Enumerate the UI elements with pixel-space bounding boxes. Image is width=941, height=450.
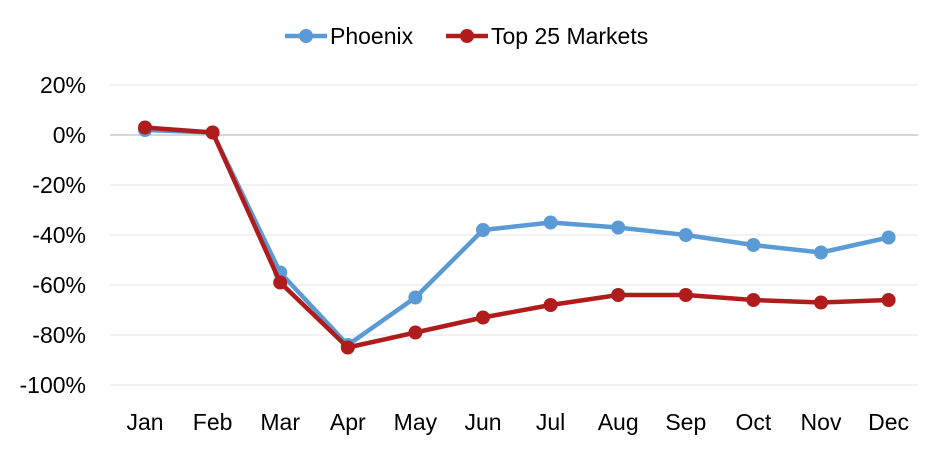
x-tick-label: Jan xyxy=(126,409,163,435)
data-point xyxy=(340,340,355,355)
data-point xyxy=(273,275,288,290)
x-tick-label: Jul xyxy=(536,409,565,435)
x-tick-label: Nov xyxy=(801,409,842,435)
data-point xyxy=(476,223,490,237)
y-tick-label: -20% xyxy=(32,172,86,198)
legend-swatch-marker xyxy=(299,29,313,43)
x-tick-label: Jun xyxy=(464,409,501,435)
data-point xyxy=(543,215,558,230)
legend-item: Phoenix xyxy=(285,23,414,49)
x-tick-label: Oct xyxy=(736,409,772,435)
series-group xyxy=(138,120,896,355)
data-point xyxy=(611,288,626,302)
data-point xyxy=(476,310,490,325)
data-point xyxy=(408,325,423,340)
series-2 xyxy=(138,120,896,355)
data-point xyxy=(408,290,423,305)
data-point xyxy=(611,220,626,235)
series-line xyxy=(142,127,891,348)
data-point xyxy=(881,230,896,245)
x-tick-label: Dec xyxy=(868,409,909,435)
legend-label: Top 25 Markets xyxy=(491,23,648,49)
legend-swatch-marker xyxy=(460,29,474,43)
y-tick-label: -80% xyxy=(32,322,86,348)
y-tick-label: 20% xyxy=(40,72,86,98)
x-tick-label: May xyxy=(394,409,438,435)
x-tick-label: Aug xyxy=(598,409,639,435)
data-point xyxy=(746,293,761,307)
legend-item: Top 25 Markets xyxy=(446,23,648,49)
y-tick-label: -100% xyxy=(20,372,86,398)
data-point xyxy=(814,245,828,260)
legend-label: Phoenix xyxy=(330,23,414,49)
x-tick-label: Mar xyxy=(260,409,300,435)
y-tick-label: 0% xyxy=(53,122,86,148)
x-tick-label: Sep xyxy=(665,409,706,435)
data-point xyxy=(543,298,558,312)
data-point xyxy=(678,288,693,302)
y-axis-ticks: 20% 0% -20% -40% -60% -80% -100% xyxy=(20,72,86,398)
x-tick-label: Apr xyxy=(330,409,366,435)
gridlines xyxy=(110,84,918,386)
y-tick-label: -40% xyxy=(32,222,86,248)
data-point xyxy=(746,238,761,252)
y-tick-label: -60% xyxy=(32,272,86,298)
legend: Phoenix Top 25 Markets xyxy=(285,23,648,49)
data-point xyxy=(138,120,152,135)
x-axis-ticks: Jan Feb Mar Apr May Jun Jul Aug Sep Oct Nov Dec xyxy=(126,409,909,435)
x-tick-label: Feb xyxy=(193,409,233,435)
series-line xyxy=(142,125,891,350)
data-point xyxy=(678,228,693,242)
data-point xyxy=(881,293,896,307)
series-1 xyxy=(138,123,896,352)
data-point xyxy=(814,295,828,310)
data-point xyxy=(205,125,220,140)
